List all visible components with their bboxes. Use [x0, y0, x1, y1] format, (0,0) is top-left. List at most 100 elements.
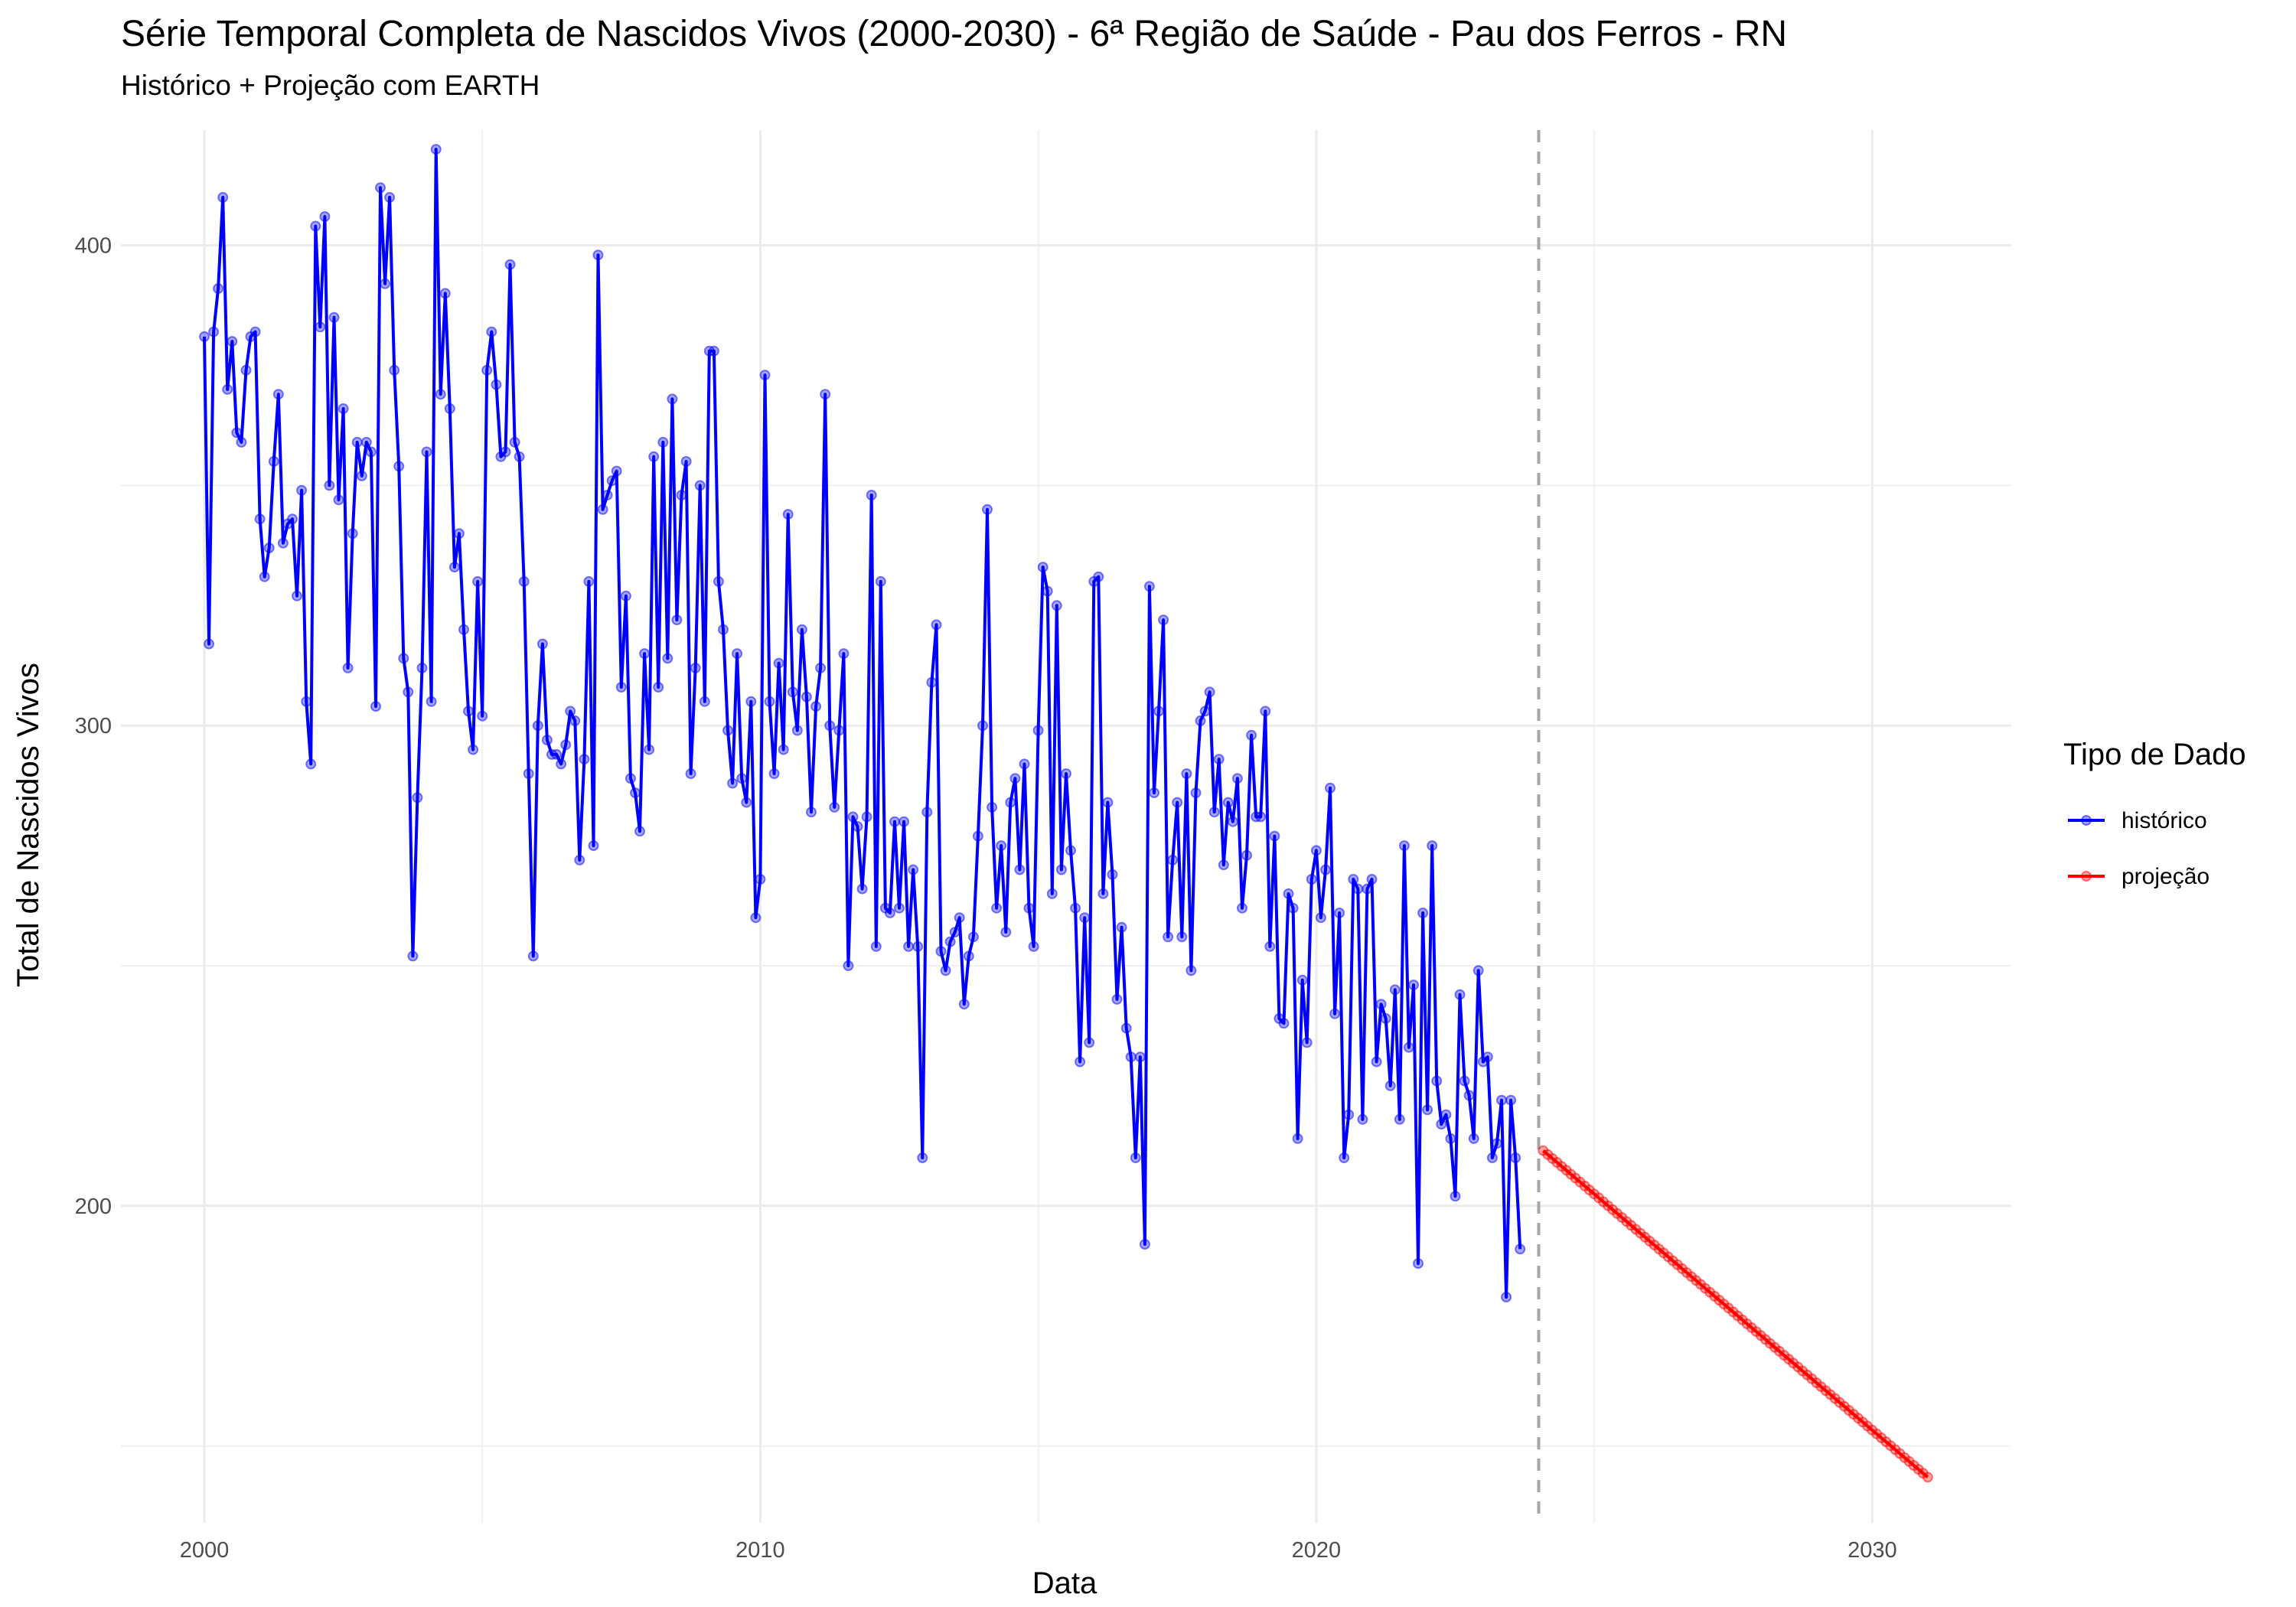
data-point	[356, 470, 367, 481]
data-point	[852, 821, 863, 832]
data-point	[1093, 571, 1104, 582]
data-point	[931, 619, 942, 631]
data-point	[370, 701, 381, 712]
data-point	[1394, 1113, 1405, 1125]
data-point	[680, 456, 692, 467]
data-point	[254, 513, 266, 525]
data-point	[718, 624, 729, 635]
data-point	[1260, 706, 1271, 717]
data-point	[523, 768, 534, 779]
data-point	[1218, 859, 1229, 871]
data-point	[1204, 686, 1215, 698]
data-point	[1246, 729, 1257, 741]
data-point	[1102, 797, 1114, 808]
data-point	[1208, 807, 1220, 818]
data-point	[1005, 797, 1016, 808]
data-point	[801, 691, 812, 702]
data-point	[1079, 912, 1091, 924]
data-point	[389, 364, 400, 376]
data-point	[1454, 989, 1466, 1000]
data-point	[296, 484, 308, 496]
data-point	[565, 706, 576, 717]
data-point	[1427, 840, 1438, 852]
data-point	[1431, 1075, 1443, 1087]
data-point	[903, 940, 915, 952]
data-point	[541, 735, 553, 745]
data-point	[1310, 845, 1322, 856]
data-point	[426, 696, 437, 707]
data-point	[1241, 849, 1252, 861]
data-point	[1413, 1258, 1424, 1270]
data-point	[861, 811, 872, 823]
data-point	[954, 912, 965, 924]
data-point	[866, 490, 877, 500]
data-point	[328, 311, 340, 323]
data-point	[1505, 1094, 1517, 1106]
data-point	[292, 590, 302, 601]
data-point	[833, 725, 845, 736]
data-point	[1130, 1152, 1141, 1163]
data-point	[1486, 1152, 1498, 1163]
data-point	[996, 840, 1007, 852]
y-tick-label: 200	[75, 1195, 112, 1219]
data-point	[477, 710, 488, 722]
data-point	[1422, 1104, 1433, 1116]
grid-minor	[121, 130, 2011, 1523]
data-point	[764, 696, 775, 707]
data-point	[1398, 840, 1410, 852]
data-point	[1384, 1080, 1396, 1091]
chart-title: Série Temporal Completa de Nascidos Vivo…	[121, 14, 1787, 54]
data-point	[324, 480, 335, 491]
data-point	[602, 490, 613, 500]
data-point	[463, 706, 474, 717]
data-point	[588, 840, 599, 852]
data-point	[259, 571, 270, 582]
data-point	[935, 946, 947, 957]
data-point	[249, 326, 261, 337]
data-point	[620, 590, 631, 601]
data-point	[1352, 883, 1364, 895]
data-point	[1222, 797, 1234, 808]
data-point	[398, 653, 409, 664]
data-point	[1343, 1109, 1355, 1120]
data-point	[1167, 854, 1179, 865]
data-point	[380, 278, 391, 289]
data-point	[272, 389, 284, 400]
data-point	[736, 773, 748, 784]
data-point	[967, 931, 979, 943]
data-point	[972, 830, 983, 842]
data-point	[268, 456, 279, 467]
data-point	[1440, 1109, 1452, 1120]
data-point	[648, 451, 660, 462]
data-point	[944, 936, 956, 947]
data-point	[421, 446, 432, 458]
data-point	[213, 283, 224, 295]
data-point	[949, 927, 960, 938]
x-axis-title: Data	[1032, 1566, 1097, 1600]
data-point	[653, 682, 664, 693]
data-point	[1459, 1075, 1470, 1087]
data-point	[625, 773, 636, 784]
data-point	[1028, 940, 1039, 952]
data-point	[1264, 940, 1276, 952]
data-point	[1408, 980, 1419, 991]
data-point	[1496, 1094, 1507, 1106]
data-point	[977, 720, 988, 732]
data-point	[870, 940, 882, 952]
data-point	[699, 696, 710, 707]
data-point	[727, 777, 739, 789]
data-point	[1111, 993, 1123, 1005]
data-point	[639, 648, 651, 660]
data-point	[713, 575, 724, 587]
x-tick-label: 2000	[180, 1538, 230, 1563]
data-point	[1195, 715, 1206, 726]
data-point	[662, 653, 673, 664]
data-point	[750, 912, 762, 924]
data-point	[204, 638, 214, 650]
data-point	[615, 682, 627, 693]
data-point	[773, 657, 784, 669]
data-point	[1000, 927, 1012, 938]
data-point	[847, 811, 859, 823]
data-point	[333, 494, 344, 506]
